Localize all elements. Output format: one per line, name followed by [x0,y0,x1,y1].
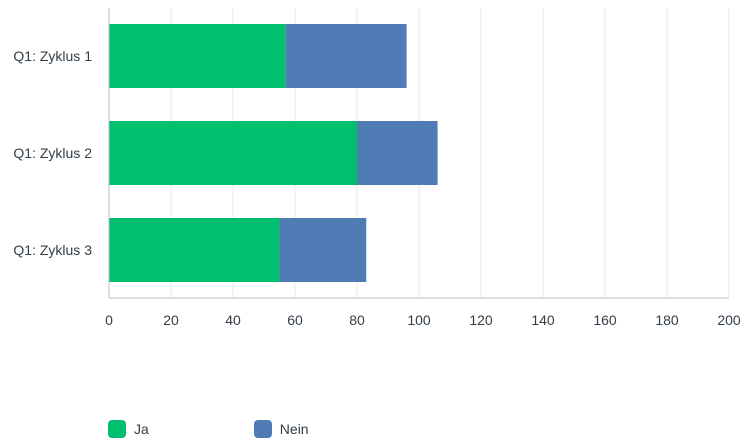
x-tick-label-100: 100 [407,312,431,328]
category-labels: Q1: Zyklus 1 Q1: Zyklus 2 Q1: Zyklus 3 [13,48,92,258]
legend: Ja Nein [108,418,414,440]
x-tick-label-80: 80 [349,312,365,328]
bar-ja-1[interactable] [109,24,286,88]
x-tick-label-60: 60 [287,312,303,328]
x-tick-label-0: 0 [105,312,113,328]
legend-swatch-nein [253,420,272,438]
legend-label-nein: Nein [279,421,309,437]
legend-label-ja: Ja [134,421,149,437]
x-tick-label-180: 180 [655,312,679,328]
bar-nein-3[interactable] [279,218,367,282]
axes [108,8,729,299]
x-tick-labels: 0 20 40 60 80 100 120 140 160 180 200 [105,312,741,328]
bar-nein-1[interactable] [285,24,407,88]
legend-item-ja[interactable]: Ja [108,420,149,438]
x-tick-label-200: 200 [717,312,741,328]
category-label-2: Q1: Zyklus 2 [13,145,92,161]
category-label-3: Q1: Zyklus 3 [13,242,92,258]
bar-nein-2[interactable] [357,121,438,185]
bar-ja-2[interactable] [109,121,357,185]
x-tick-label-40: 40 [225,312,241,328]
x-tick-label-20: 20 [163,312,179,328]
category-label-1: Q1: Zyklus 1 [13,48,92,64]
legend-item-nein[interactable]: Nein [253,420,309,438]
bar-ja-3[interactable] [109,218,280,282]
bars [109,24,438,282]
x-tick-label-140: 140 [531,312,555,328]
x-tick-label-160: 160 [593,312,617,328]
stacked-bar-chart: 0 20 40 60 80 100 120 140 160 180 200 Q1: Zyklus 1… [13,8,741,328]
x-tick-label-120: 120 [469,312,493,328]
legend-swatch-ja [108,420,126,438]
